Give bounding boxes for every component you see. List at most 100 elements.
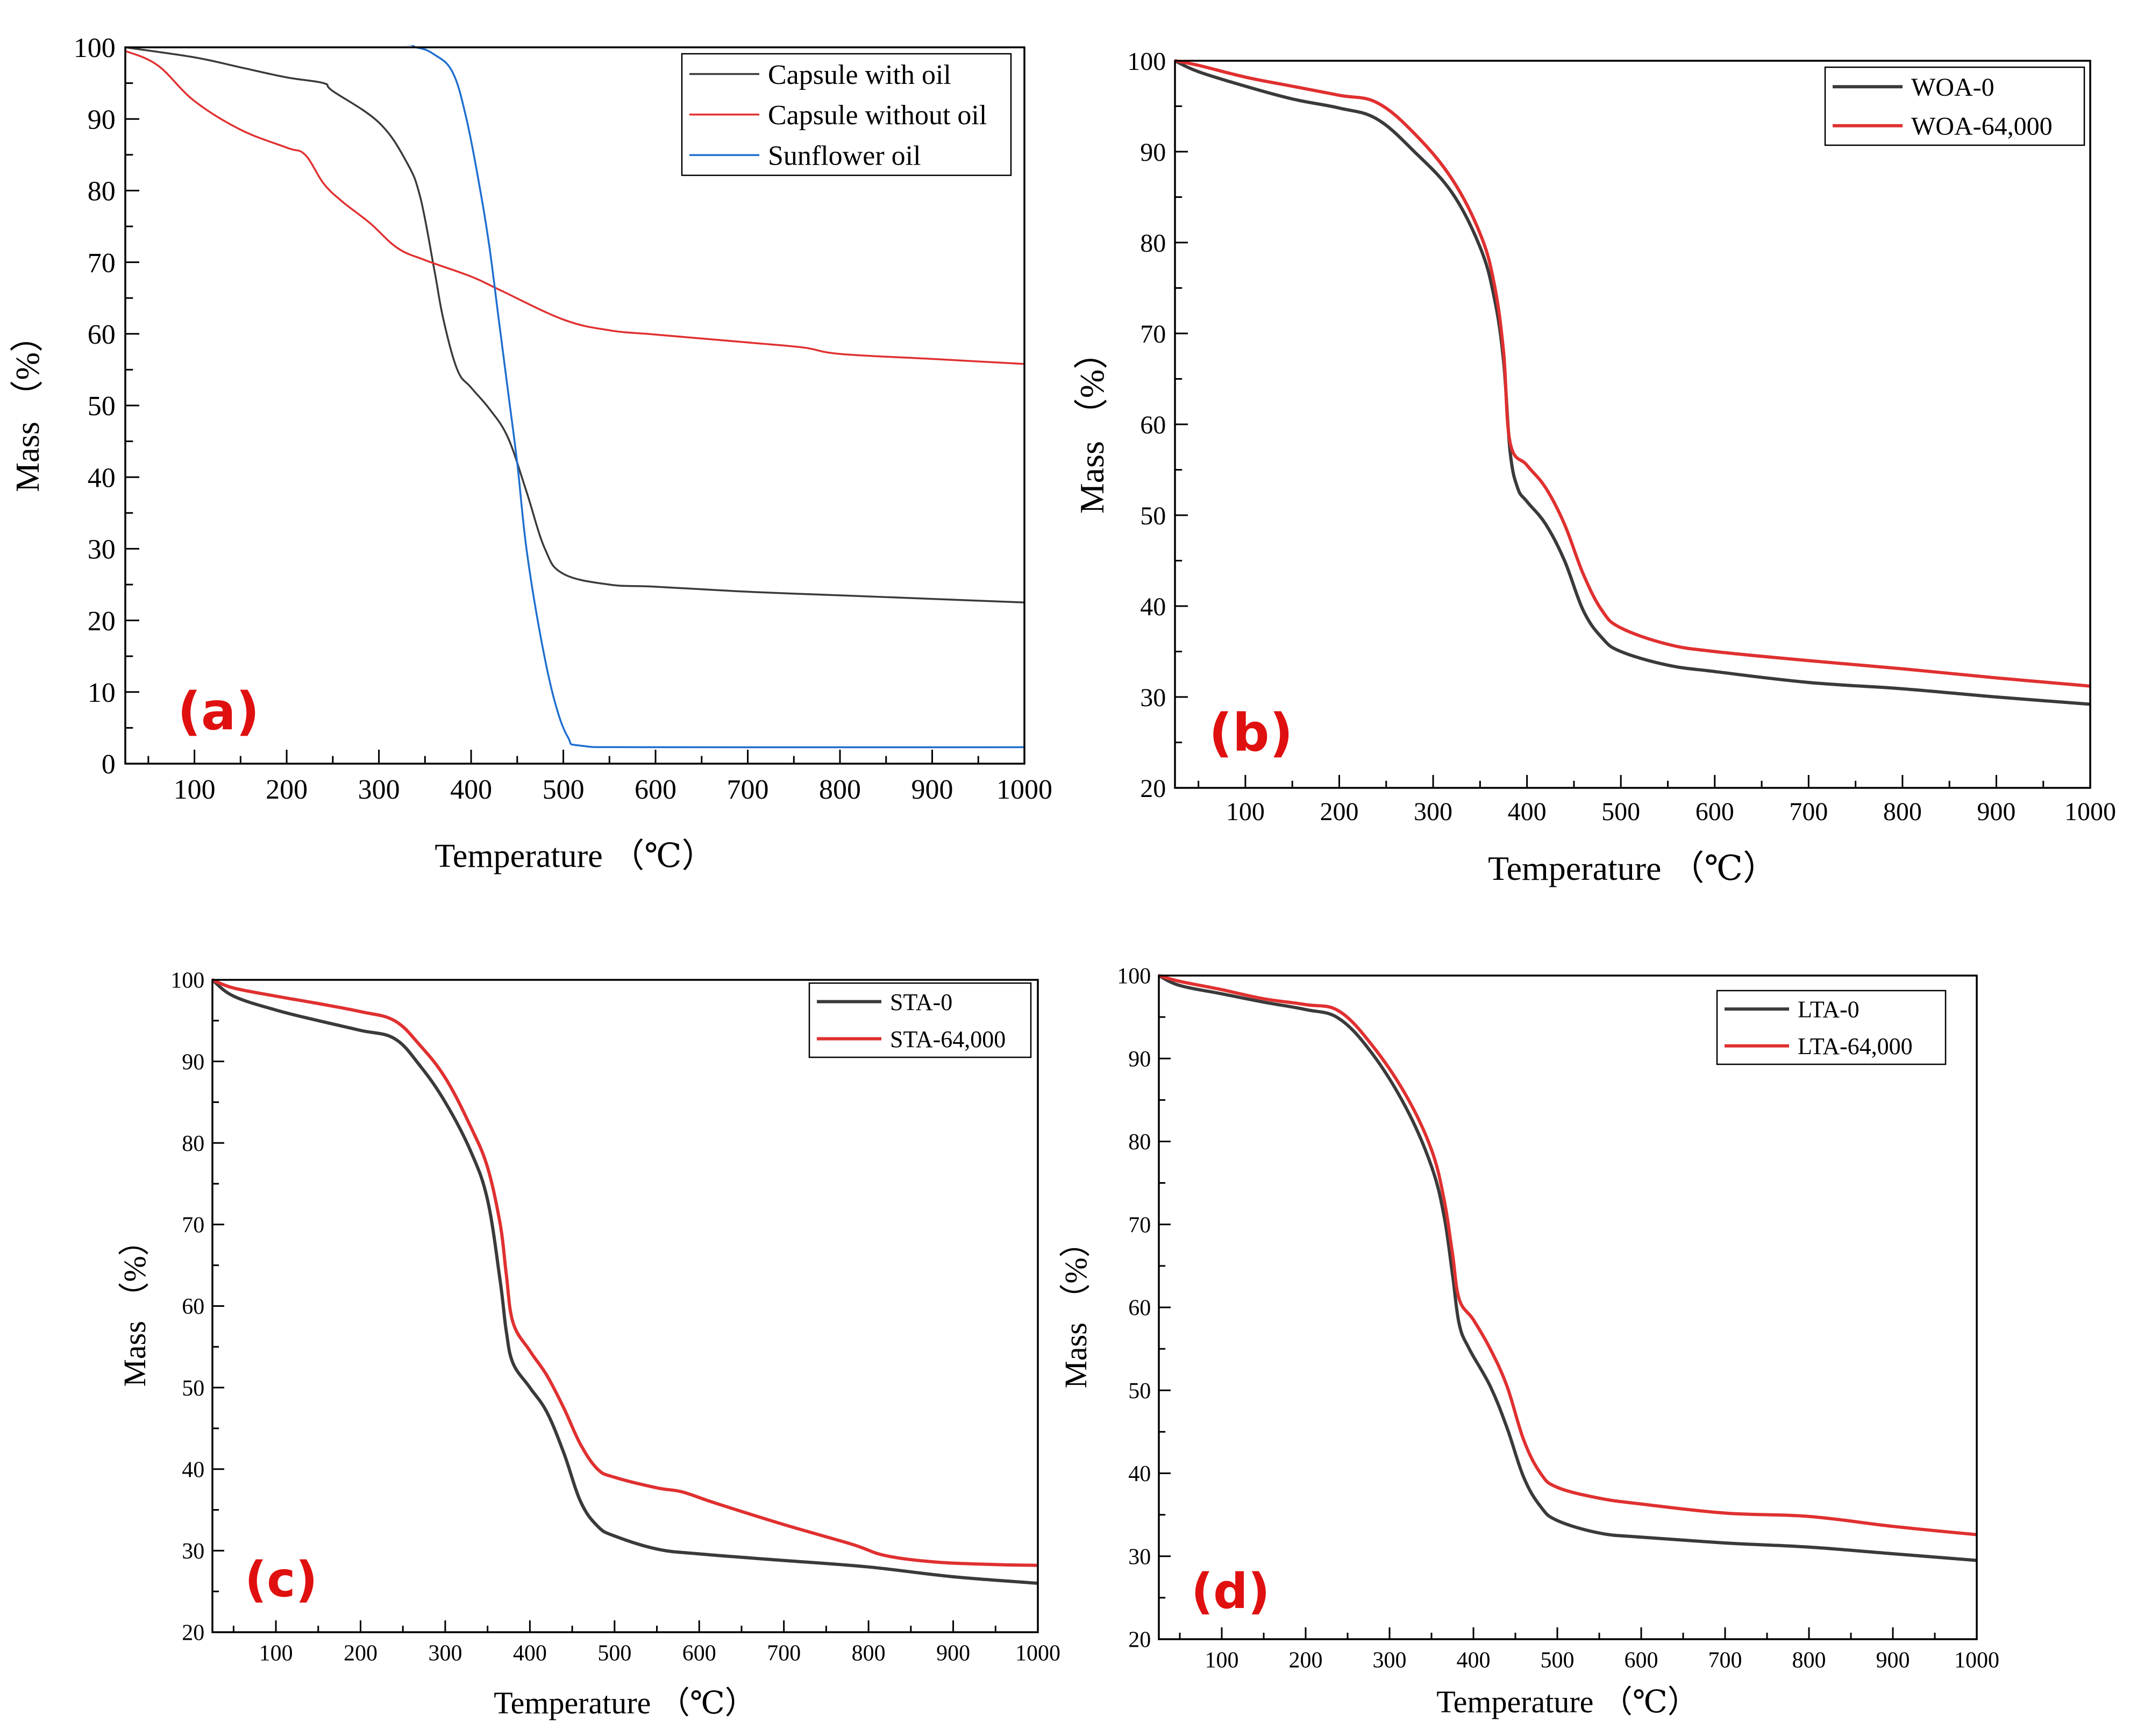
series-line-woa-0 [1175,59,2090,706]
x-tick-label: 500 [597,1641,631,1666]
panel-label: (a) [177,681,260,742]
series-line-sta-0 [212,978,1038,1585]
y-axis-title: Mass （%） [10,319,46,492]
series-line-lta-64-000 [1159,974,1977,1536]
chart-panel-a: 100 200 300 400 500 600 700 800 900 1000 0 10 20 30 40… [10,33,1052,874]
x-tick-label: 500 [543,774,585,805]
y-tick-label: 100 [74,33,116,63]
y-tick-label: 10 [88,678,116,708]
x-tick-label: 900 [1977,798,2015,826]
x-tick-label: 700 [727,774,769,805]
x-tick-label: 800 [1792,1648,1826,1673]
y-tick-label: 100 [170,969,204,993]
x-tick-label: 800 [819,774,861,805]
x-tick-label: 300 [428,1641,462,1666]
y-tick-label: 100 [1117,964,1151,989]
legend-label: WOA-64,000 [1911,112,2053,141]
y-tick-label: 90 [88,104,116,135]
y-tick-label: 20 [1128,1628,1151,1653]
y-tick-label: 50 [182,1376,204,1401]
y-tick-label: 60 [1140,411,1166,439]
x-tick-label: 1000 [1015,1641,1060,1666]
y-axis-title: Mass （%） [117,1225,152,1386]
y-tick-label: 30 [1128,1545,1151,1569]
y-tick-label: 0 [102,749,116,780]
x-tick-label: 100 [259,1641,293,1666]
series-line-sta-64-000 [212,978,1038,1567]
legend: LTA-0 LTA-64,000 [1716,990,1947,1065]
x-tick-label: 800 [852,1641,886,1666]
y-tick-label: 40 [1128,1462,1151,1486]
y-tick-label: 90 [1140,138,1166,167]
x-tick-label: 600 [635,774,676,805]
y-tick-label: 60 [1128,1296,1151,1321]
y-tick-label: 40 [1140,593,1166,621]
y-tick-label: 30 [1140,684,1166,712]
y-tick-label: 50 [1128,1379,1151,1404]
y-tick-label: 30 [182,1539,204,1564]
y-tick-label: 60 [182,1294,204,1319]
legend: Capsule with oil Capsule without oil Sunfl… [681,53,1012,176]
x-tick-label: 400 [1457,1648,1491,1673]
plot-frame [211,979,1039,1633]
legend-label: Capsule without oil [768,100,987,131]
panel-label: (c) [245,1552,318,1608]
x-tick-label: 1000 [1954,1648,1999,1673]
y-tick-label: 80 [88,176,116,207]
x-tick-label: 300 [1414,798,1452,826]
legend-box [1824,66,2085,146]
x-tick-label: 700 [767,1641,801,1666]
y-tick-label: 80 [1128,1130,1151,1155]
x-tick-label: 200 [1320,798,1358,826]
y-axis-title: Mass （%） [1058,1226,1093,1388]
x-axis-title: Temperature （℃） [435,838,715,874]
x-tick-label: 400 [1508,798,1547,826]
x-tick-label: 200 [266,774,308,805]
x-tick-label: 900 [911,774,953,805]
x-tick-label: 1000 [2064,798,2116,826]
y-tick-label: 50 [1140,502,1166,530]
series-line-capsule-with-oil [125,46,1024,604]
y-axis-title: Mass （%） [1073,335,1111,514]
y-tick-label: 20 [182,1621,204,1646]
legend-box [808,982,1032,1058]
x-tick-label: 100 [1226,798,1265,826]
legend-label: LTA-64,000 [1798,1033,1913,1059]
x-tick-label: 800 [1883,798,1922,826]
x-axis-title: Temperature （℃） [1436,1684,1699,1719]
y-tick-label: 90 [1128,1047,1151,1072]
legend-label: Sunflower oil [768,141,921,172]
x-tick-label: 200 [1289,1648,1323,1673]
x-tick-label: 600 [1625,1648,1658,1673]
legend-box [1716,990,1947,1065]
y-tick-label: 70 [1140,320,1166,348]
x-tick-label: 100 [174,774,216,805]
legend-label: STA-0 [890,989,952,1015]
y-tick-label: 60 [88,319,116,350]
x-tick-label: 100 [1205,1648,1239,1673]
chart-panel-c: 100 200 300 400 500 600 700 800 900 1000 20 30 40 50 6… [117,969,1060,1720]
y-tick-label: 100 [1127,47,1166,76]
legend-label: STA-64,000 [890,1026,1006,1052]
x-tick-label: 200 [344,1641,377,1666]
y-tick-label: 50 [88,391,116,422]
plot-frame [1158,974,1978,1640]
y-tick-label: 90 [182,1050,204,1075]
x-tick-label: 1000 [996,774,1052,805]
x-tick-label: 900 [1876,1648,1910,1673]
x-tick-label: 600 [1696,798,1734,826]
x-axis-title: Temperature （℃） [1488,849,1777,887]
y-tick-label: 70 [88,248,116,279]
legend-label: Capsule with oil [768,60,951,90]
panel-label: (d) [1191,1563,1270,1620]
legend-label: WOA-0 [1911,73,1995,102]
y-tick-label: 70 [182,1213,204,1238]
x-tick-label: 300 [358,774,400,805]
y-tick-label: 40 [88,463,116,493]
plot-frame [1174,60,2091,789]
x-axis-title: Temperature （℃） [494,1685,756,1720]
series-line-woa-64-000 [1175,59,2090,688]
y-tick-label: 20 [88,606,116,637]
series-line-lta-0 [1159,974,1977,1562]
